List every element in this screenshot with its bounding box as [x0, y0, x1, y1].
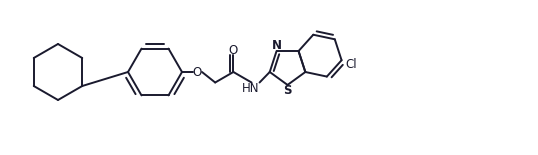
- Text: O: O: [193, 66, 202, 78]
- Text: HN: HN: [242, 82, 259, 95]
- Text: S: S: [284, 84, 292, 97]
- Text: O: O: [229, 44, 238, 57]
- Text: Cl: Cl: [345, 58, 357, 71]
- Text: N: N: [272, 39, 281, 52]
